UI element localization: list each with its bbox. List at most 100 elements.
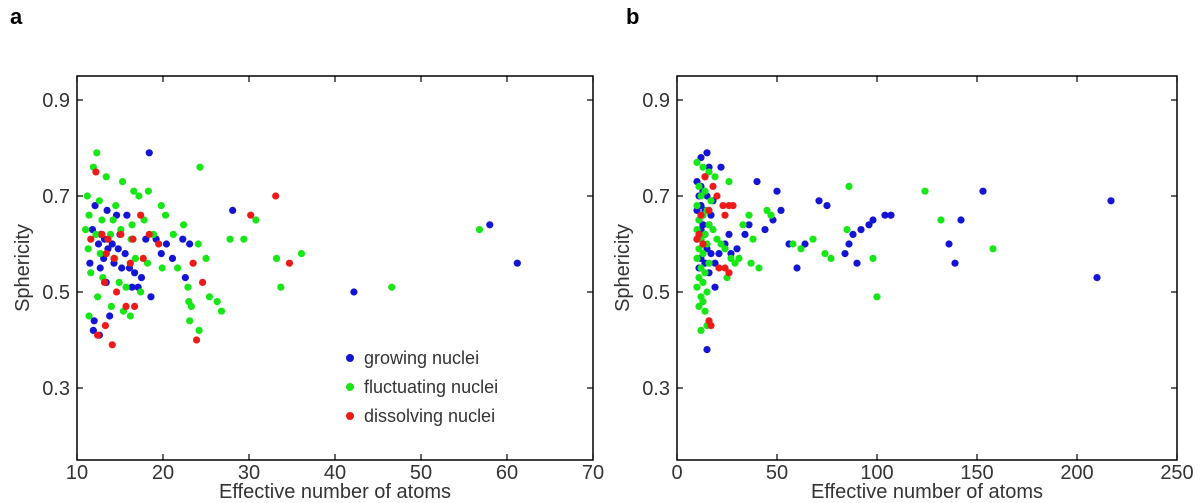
point-growing-nuclei xyxy=(181,274,189,282)
point-fluctuating-nuclei xyxy=(196,163,204,171)
point-fluctuating-nuclei xyxy=(112,202,120,210)
point-fluctuating-nuclei xyxy=(94,293,102,301)
point-fluctuating-nuclei xyxy=(180,221,188,229)
point-fluctuating-nuclei xyxy=(989,245,997,253)
point-fluctuating-nuclei xyxy=(705,259,713,267)
point-fluctuating-nuclei xyxy=(161,211,170,219)
point-growing-nuclei xyxy=(793,264,801,272)
point-dissolving-nuclei xyxy=(110,254,118,262)
point-dissolving-nuclei xyxy=(189,259,197,267)
point-dissolving-nuclei xyxy=(719,202,727,210)
x-tick-label: 60 xyxy=(496,462,518,484)
point-fluctuating-nuclei xyxy=(713,235,721,243)
point-dissolving-nuclei xyxy=(697,211,705,219)
series-growing-nuclei xyxy=(693,149,1115,354)
point-fluctuating-nuclei xyxy=(252,216,260,224)
x-tick-label: 50 xyxy=(766,462,788,484)
legend: growing nuclei fluctuating nuclei dissolvi… xyxy=(346,348,498,426)
x-tick-label: 70 xyxy=(582,462,604,484)
point-fluctuating-nuclei xyxy=(226,235,234,243)
point-fluctuating-nuclei xyxy=(126,312,134,320)
point-fluctuating-nuclei xyxy=(93,149,101,157)
panel-a: a 10 20 30 40 50 60 70 0.3 0.5 0.7 0.9 Effective num… xyxy=(10,4,604,503)
point-fluctuating-nuclei xyxy=(130,187,138,195)
point-fluctuating-nuclei xyxy=(205,293,214,301)
point-fluctuating-nuclei xyxy=(118,178,127,186)
panel-label: a xyxy=(10,4,23,29)
legend-marker-fluctuating-nuclei xyxy=(346,383,354,391)
point-growing-nuclei xyxy=(773,187,781,195)
point-growing-nuclei xyxy=(90,317,98,325)
point-fluctuating-nuclei xyxy=(697,192,705,200)
point-fluctuating-nuclei xyxy=(693,283,701,291)
point-fluctuating-nuclei xyxy=(135,192,143,200)
point-fluctuating-nuclei xyxy=(277,283,285,291)
point-growing-nuclei xyxy=(697,154,705,162)
point-fluctuating-nuclei xyxy=(186,317,194,325)
point-dissolving-nuclei xyxy=(725,269,733,277)
point-growing-nuclei xyxy=(486,221,494,229)
point-dissolving-nuclei xyxy=(707,322,715,330)
point-growing-nuclei xyxy=(1093,274,1101,282)
point-dissolving-nuclei xyxy=(285,259,294,267)
point-growing-nuclei xyxy=(845,240,853,248)
data-points xyxy=(82,149,521,349)
point-growing-nuclei xyxy=(128,283,136,291)
point-fluctuating-nuclei xyxy=(143,259,152,267)
series-growing-nuclei xyxy=(86,149,521,339)
point-fluctuating-nuclei xyxy=(128,221,136,229)
point-fluctuating-nuclei xyxy=(194,240,202,248)
series-dissolving-nuclei xyxy=(87,168,294,349)
point-dissolving-nuclei xyxy=(122,302,130,310)
point-fluctuating-nuclei xyxy=(693,158,701,166)
point-growing-nuclei xyxy=(168,254,177,262)
point-fluctuating-nuclei xyxy=(843,226,851,234)
point-fluctuating-nuclei xyxy=(85,211,93,219)
point-fluctuating-nuclei xyxy=(711,173,719,181)
y-tick-label: 0.9 xyxy=(42,90,70,112)
point-fluctuating-nuclei xyxy=(272,254,281,262)
point-fluctuating-nuclei xyxy=(693,202,701,210)
point-growing-nuclei xyxy=(118,264,126,272)
point-growing-nuclei xyxy=(887,211,895,219)
x-tick-label: 250 xyxy=(1160,462,1193,484)
point-fluctuating-nuclei xyxy=(297,250,306,258)
point-fluctuating-nuclei xyxy=(845,182,853,190)
point-fluctuating-nuclei xyxy=(869,254,877,262)
point-growing-nuclei xyxy=(753,178,761,186)
point-growing-nuclei xyxy=(881,211,889,219)
point-fluctuating-nuclei xyxy=(701,187,709,195)
point-fluctuating-nuclei xyxy=(82,226,90,234)
point-growing-nuclei xyxy=(186,240,194,248)
point-growing-nuclei xyxy=(123,211,131,219)
point-growing-nuclei xyxy=(745,221,753,229)
point-dissolving-nuclei xyxy=(102,250,110,258)
panel-b: b 0 50 100 150 200 250 0.3 0.5 0.7 0.9 Effective nu… xyxy=(612,4,1194,503)
point-fluctuating-nuclei xyxy=(739,221,747,229)
point-fluctuating-nuclei xyxy=(705,221,713,229)
point-fluctuating-nuclei xyxy=(937,216,945,224)
point-fluctuating-nuclei xyxy=(695,302,703,310)
point-fluctuating-nuclei xyxy=(158,264,166,272)
point-fluctuating-nuclei xyxy=(701,230,709,238)
point-dissolving-nuclei xyxy=(705,206,713,214)
point-fluctuating-nuclei xyxy=(747,259,755,267)
point-dissolving-nuclei xyxy=(715,264,723,272)
point-growing-nuclei xyxy=(1107,197,1115,205)
point-dissolving-nuclei xyxy=(145,230,153,238)
point-dissolving-nuclei xyxy=(131,302,139,310)
x-axis-title: Effective number of atoms xyxy=(811,481,1043,503)
point-growing-nuclei xyxy=(741,230,749,238)
y-tick-label: 0.7 xyxy=(642,186,670,208)
point-fluctuating-nuclei xyxy=(789,240,797,248)
y-tick-label: 0.9 xyxy=(642,90,670,112)
point-dissolving-nuclei xyxy=(126,259,134,267)
point-fluctuating-nuclei xyxy=(95,197,103,205)
point-fluctuating-nuclei xyxy=(187,302,195,310)
point-fluctuating-nuclei xyxy=(144,187,152,195)
point-fluctuating-nuclei xyxy=(725,178,733,186)
point-dissolving-nuclei xyxy=(104,235,112,243)
point-fluctuating-nuclei xyxy=(745,211,753,219)
point-growing-nuclei xyxy=(869,216,877,224)
